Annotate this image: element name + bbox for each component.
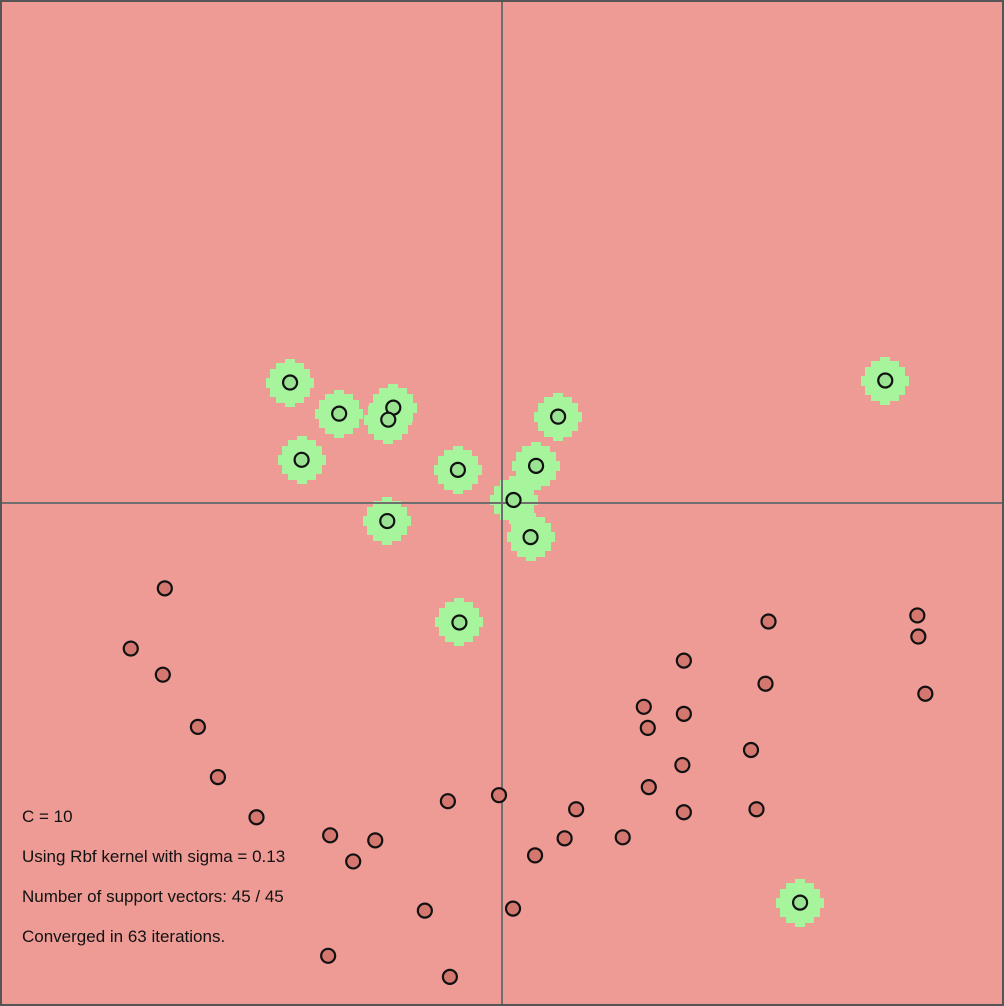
negative-data-point	[156, 580, 173, 597]
negative-data-point	[742, 741, 760, 759]
negative-data-point	[614, 829, 631, 846]
negative-data-point	[760, 613, 777, 630]
negative-data-point	[556, 830, 573, 847]
data-points	[122, 372, 934, 985]
negative-data-point	[490, 787, 508, 804]
negative-data-point	[322, 827, 339, 844]
negative-data-point	[416, 902, 433, 919]
positive-data-point	[451, 614, 468, 631]
positive-data-point	[293, 451, 310, 468]
negative-data-point	[675, 804, 692, 821]
negative-data-point	[640, 779, 657, 796]
negative-data-point	[367, 832, 384, 849]
negative-data-point	[675, 652, 692, 669]
negative-data-point	[526, 847, 544, 864]
negative-data-point	[209, 768, 227, 786]
negative-data-point	[748, 801, 765, 818]
negative-data-point	[757, 675, 774, 692]
negative-data-point	[248, 809, 265, 826]
positive-data-point	[331, 405, 348, 422]
positive-data-point	[522, 529, 539, 546]
negative-data-point	[910, 628, 927, 645]
positive-data-point	[877, 372, 894, 389]
negative-data-point	[439, 793, 456, 810]
negative-data-point	[441, 968, 458, 985]
negative-data-point	[122, 640, 139, 657]
negative-data-point	[635, 698, 652, 715]
negative-data-point	[909, 607, 926, 624]
positive-data-point	[281, 374, 299, 391]
positive-data-point	[380, 411, 397, 428]
negative-data-point	[320, 947, 337, 964]
positive-data-point	[449, 461, 467, 478]
negative-data-point	[675, 705, 692, 722]
negative-data-point	[568, 801, 585, 818]
positive-data-point	[527, 457, 545, 474]
negative-data-point	[154, 666, 171, 683]
positive-data-point	[791, 894, 809, 911]
positive-data-point	[379, 512, 396, 530]
negative-data-point	[345, 853, 362, 870]
negative-data-point	[674, 756, 691, 774]
negative-data-point	[189, 718, 206, 735]
negative-data-point	[639, 719, 656, 736]
negative-data-point	[917, 685, 934, 702]
positive-data-point	[505, 491, 522, 509]
positive-data-point	[550, 408, 567, 425]
negative-data-point	[504, 900, 522, 917]
